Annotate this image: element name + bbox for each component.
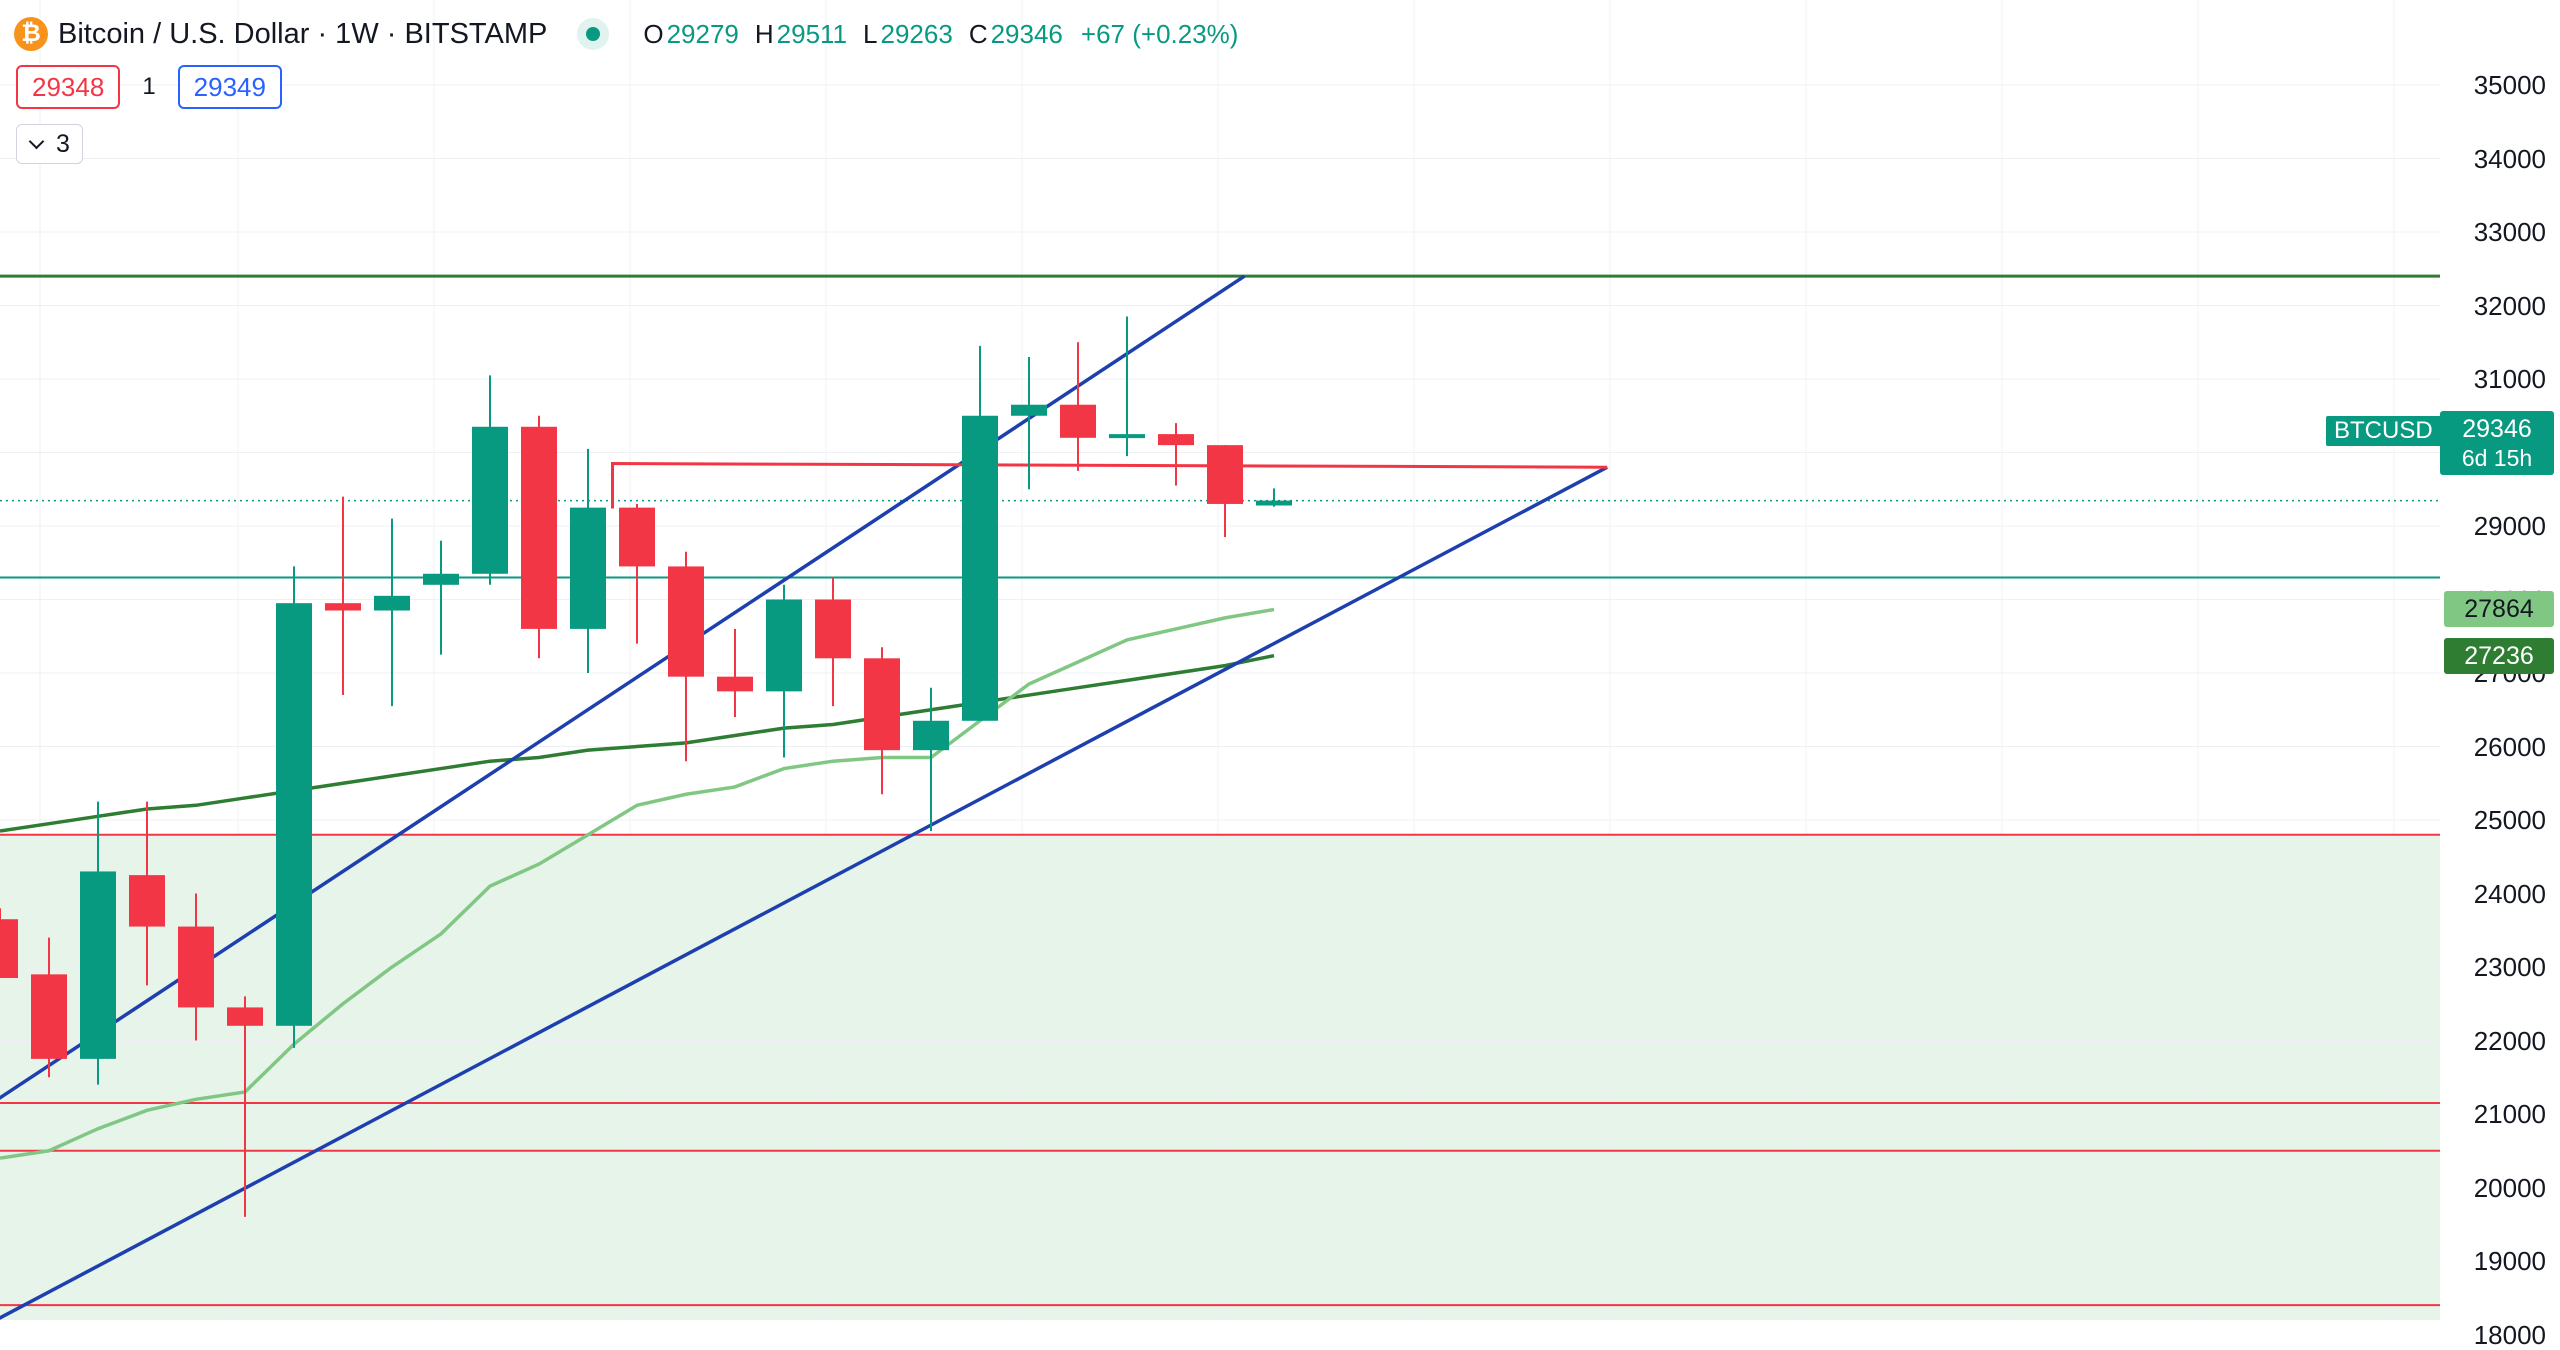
candle-body xyxy=(374,595,410,611)
high-value: 29511 xyxy=(776,18,848,49)
candle-body xyxy=(0,919,18,979)
price-tick-label: 32000 xyxy=(2473,290,2546,321)
symbol-title[interactable]: Bitcoin / U.S. Dollar · 1W · BITSTAMP xyxy=(58,17,548,50)
symbol-price-label: BTCUSD xyxy=(2326,416,2441,446)
last-price-badge: 29346 6d 15h xyxy=(2440,411,2554,475)
candle-body xyxy=(815,599,851,659)
market-status-icon[interactable] xyxy=(577,18,610,50)
price-tick-label: 24000 xyxy=(2473,878,2546,909)
low-key: L xyxy=(863,18,878,49)
chart-area[interactable] xyxy=(0,0,2560,1320)
candle-body xyxy=(472,426,508,574)
symbol-legend: ₿ Bitcoin / U.S. Dollar · 1W · BITSTAMP … xyxy=(14,14,1238,54)
open-key: O xyxy=(643,18,664,49)
quote-panel: 29348 1 29349 xyxy=(16,65,282,109)
candle-body xyxy=(178,926,214,1008)
low-value: 29263 xyxy=(880,18,953,49)
close-value: 29346 xyxy=(990,18,1063,49)
high-key: H xyxy=(754,18,774,49)
candle-body xyxy=(1109,434,1145,439)
price-tick-label: 23000 xyxy=(2473,952,2546,982)
price-tick-label: 20000 xyxy=(2473,1172,2546,1203)
candle-body xyxy=(864,658,900,751)
candle-body xyxy=(129,875,165,927)
candle-body xyxy=(962,415,998,721)
chevron-down-icon xyxy=(28,133,45,149)
candle-body xyxy=(619,507,655,567)
bar-countdown: 6d 15h xyxy=(2461,445,2533,471)
candle-body xyxy=(1011,404,1047,416)
candle-body xyxy=(521,426,557,629)
resistance-line xyxy=(611,462,1608,509)
open-value: 29279 xyxy=(666,18,739,49)
spread-value: 1 xyxy=(142,73,156,100)
price-tick-label: 35000 xyxy=(2473,70,2546,100)
candle-body xyxy=(717,676,753,692)
candle-body xyxy=(1207,445,1243,504)
channel-lower-line xyxy=(0,465,1609,1320)
buy-button[interactable]: 29349 xyxy=(177,65,282,109)
candle-body xyxy=(31,974,67,1059)
last-price-value: 29346 xyxy=(2462,415,2532,443)
price-chart[interactable] xyxy=(0,0,2440,1320)
price-tick-label: 29000 xyxy=(2473,511,2546,541)
candle-body xyxy=(80,871,116,1059)
ma-slow-badge: 27236 xyxy=(2444,637,2554,674)
price-tick-label: 19000 xyxy=(2473,1246,2546,1276)
candle-body xyxy=(423,573,459,585)
ma-slow-line xyxy=(0,653,1275,833)
candle-body xyxy=(325,603,361,611)
candle-body xyxy=(766,599,802,692)
indicators-toggle-button[interactable]: 3 xyxy=(16,124,83,164)
candle-body xyxy=(668,566,704,677)
candle-body xyxy=(227,1007,263,1026)
change-value: +67 (+0.23%) xyxy=(1080,18,1239,49)
ma-fast-line xyxy=(0,607,1275,1160)
candle-body xyxy=(276,603,312,1026)
price-tick-label: 31000 xyxy=(2473,364,2546,394)
close-key: C xyxy=(968,18,988,49)
support-zone xyxy=(0,834,2440,1320)
price-tick-label: 21000 xyxy=(2473,1099,2546,1129)
indicators-count: 3 xyxy=(56,129,70,158)
ma-fast-badge: 27864 xyxy=(2444,591,2554,628)
price-tick-label: 22000 xyxy=(2473,1025,2546,1056)
candle-body xyxy=(1158,434,1194,446)
candle-body xyxy=(1060,404,1096,438)
candle-body xyxy=(570,507,606,629)
price-tick-label: 34000 xyxy=(2473,143,2546,174)
price-tick-label: 26000 xyxy=(2473,731,2546,762)
ohlc-values: O 29279 H 29511 L 29263 C 29346 +67 (+0.23%) xyxy=(643,19,1238,50)
bitcoin-icon[interactable]: ₿ xyxy=(14,17,48,51)
price-tick-label: 18000 xyxy=(2473,1319,2546,1350)
price-tick-label: 25000 xyxy=(2473,805,2546,835)
sell-button[interactable]: 29348 xyxy=(16,65,121,109)
price-tick-label: 33000 xyxy=(2473,217,2546,247)
candle-body xyxy=(1256,500,1292,506)
status-dot xyxy=(586,27,601,41)
candle-body xyxy=(913,720,949,751)
